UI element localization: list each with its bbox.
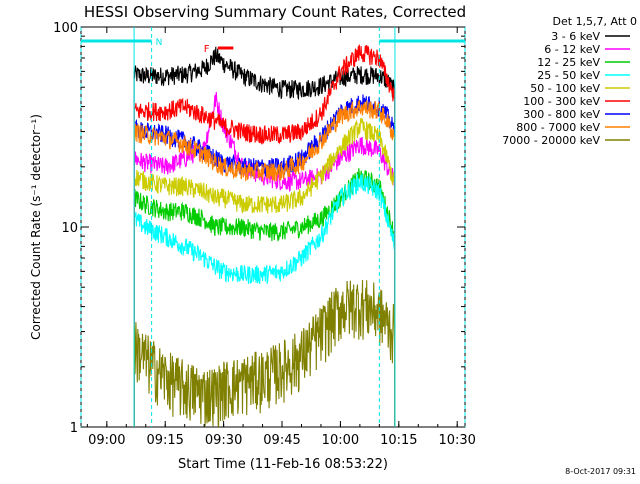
y-axis-label: Corrected Count Rate (s⁻¹ detector⁻¹) (29, 114, 43, 340)
x-tick-label-1: 09:15 (146, 433, 183, 448)
legend-label-1: 6 - 12 keV (544, 43, 600, 56)
x-tick-label-3: 09:45 (263, 433, 300, 448)
legend-label-6: 300 - 800 keV (523, 108, 600, 121)
series-line-1 (133, 91, 396, 428)
series-line-2 (133, 168, 396, 428)
series-line-0 (133, 46, 396, 428)
legend-label-7: 800 - 7000 keV (516, 121, 600, 134)
timestamp: 8-Oct-2017 09:31 (565, 467, 636, 476)
series-line-5 (133, 44, 396, 428)
axes-layer: 09:00 09:15 09:30 09:45 10:00 10:15 10:30 1 10 10… (53, 21, 476, 448)
legend-label-4: 50 - 100 keV (530, 82, 600, 95)
legend-label-2: 12 - 25 keV (537, 56, 600, 69)
legend-label-5: 100 - 300 keV (523, 95, 600, 108)
x-axis-label: Start Time (11-Feb-16 08:53:22) (178, 457, 388, 472)
night-label: N (156, 38, 163, 48)
x-tick-label-4: 10:00 (322, 433, 359, 448)
y-tick-label-1: 10 (61, 221, 78, 236)
x-tick-label-0: 09:00 (88, 433, 125, 448)
chart-title: HESSI Observing Summary Count Rates, Cor… (84, 3, 466, 21)
legend-header: Det 1,5,7, Att 0 (553, 15, 637, 28)
series-layer (133, 44, 396, 429)
series-line-3 (133, 172, 396, 428)
x-tick-label-5: 10:15 (380, 433, 417, 448)
series-line-8 (133, 279, 396, 429)
series-line-4 (133, 117, 396, 428)
legend-label-3: 25 - 50 keV (537, 69, 600, 82)
legend-label-8: 7000 - 20000 keV (502, 134, 600, 147)
legend-label-0: 3 - 6 keV (551, 30, 600, 43)
series-line-7 (133, 99, 396, 428)
y-tick-label-2: 100 (53, 21, 78, 36)
flare-label: F (204, 44, 210, 55)
x-tick-label-2: 09:30 (205, 433, 242, 448)
x-tick-label-6: 10:30 (438, 433, 475, 448)
y-tick-label-0: 1 (70, 421, 78, 436)
